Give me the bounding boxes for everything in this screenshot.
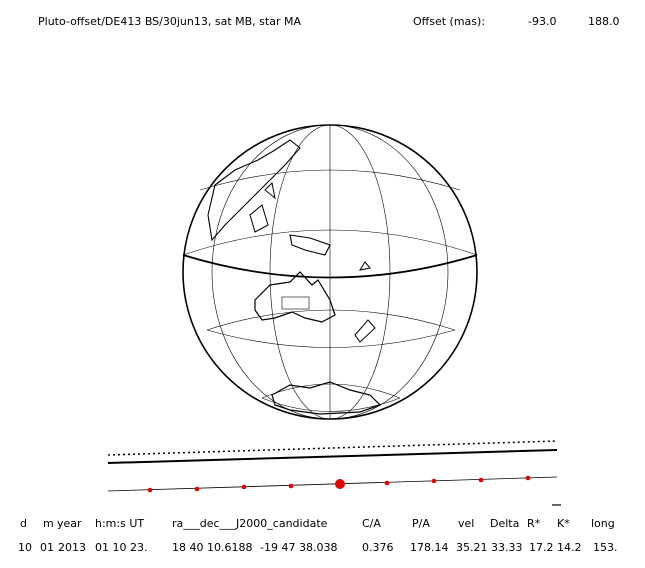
cell: 0.376: [362, 541, 394, 554]
cell: 14.2: [557, 541, 582, 554]
column-header: year: [57, 517, 82, 530]
title: Pluto-offset/DE413 BS/30jun13, sat MB, s…: [38, 15, 301, 28]
column-header: R*: [527, 517, 541, 530]
offset-value: -93.0: [528, 15, 556, 28]
column-header: ra___dec___J2000_candidate: [172, 517, 328, 530]
cell: 33.33: [491, 541, 523, 554]
column-header: Delta: [490, 517, 519, 530]
column-header: vel: [458, 517, 474, 530]
column-header: h:m:s UT: [95, 517, 144, 530]
offset-value: 188.0: [588, 15, 620, 28]
globe: [182, 124, 478, 420]
cell: -19 47 38.038: [260, 541, 337, 554]
cell: 01 10 23.: [95, 541, 147, 554]
cell: 17.2: [529, 541, 554, 554]
occultation-path: [107, 440, 561, 506]
cell: 35.21: [456, 541, 488, 554]
column-header: m: [43, 517, 54, 530]
cell: 2013: [58, 541, 86, 554]
cell: 01: [40, 541, 54, 554]
column-header: C/A: [362, 517, 381, 530]
column-header: long: [591, 517, 615, 530]
cell: 10: [18, 541, 32, 554]
table-row: 10 01 2013 01 10 23. 18 40 10.6188 -19 47 38.…: [18, 541, 618, 554]
offset-label: Offset (mas):: [413, 15, 485, 28]
table-header: d m year h:m:s UT ra___dec___J2000_candidate…: [20, 517, 615, 530]
cell: 153.: [593, 541, 618, 554]
column-header: P/A: [412, 517, 430, 530]
column-header: K*: [557, 517, 570, 530]
column-header: d: [20, 517, 27, 530]
cell: 178.14: [410, 541, 449, 554]
cell: 18 40 10.6188: [172, 541, 252, 554]
